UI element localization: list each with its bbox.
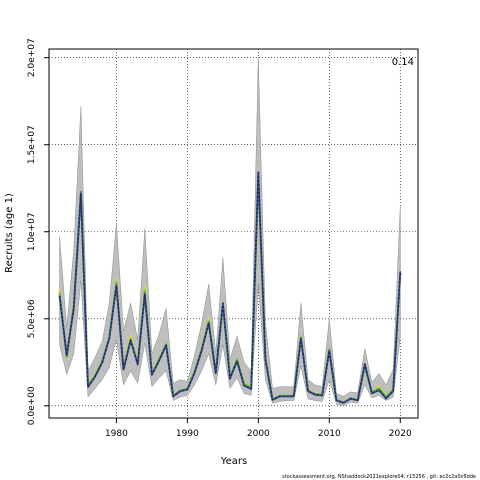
corner-label: 0.14 xyxy=(392,57,414,68)
y-tick-label: 1.0e+07 xyxy=(27,212,37,251)
footer-credit: stockassessment.org, NShaddock2021explor… xyxy=(282,474,476,480)
x-tick-label: 2010 xyxy=(318,429,341,439)
series-line xyxy=(58,170,401,404)
x-tick-label: 1990 xyxy=(176,429,199,439)
plot-frame xyxy=(48,48,419,419)
series-lines xyxy=(58,170,402,404)
y-tick-label: 0.0e+00 xyxy=(27,386,37,425)
y-tick-label: 1.5e+07 xyxy=(27,125,37,164)
confidence-band xyxy=(59,57,401,407)
x-tick-label: 1980 xyxy=(105,429,128,439)
y-tick-label: 2.0e+07 xyxy=(27,38,37,77)
x-axis-title: Years xyxy=(220,456,247,467)
y-axis-title: Recruits (age 1) xyxy=(4,193,15,273)
y-tick-label: 5.0e+06 xyxy=(27,299,37,338)
x-tick-label: 2000 xyxy=(247,429,270,439)
x-tick-label: 2020 xyxy=(389,429,412,439)
x-axis: 1980 1990 2000 2010 2020 xyxy=(105,418,412,439)
y-axis: 0.0e+00 5.0e+06 1.0e+07 1.5e+07 2.0e+07 xyxy=(27,38,49,425)
